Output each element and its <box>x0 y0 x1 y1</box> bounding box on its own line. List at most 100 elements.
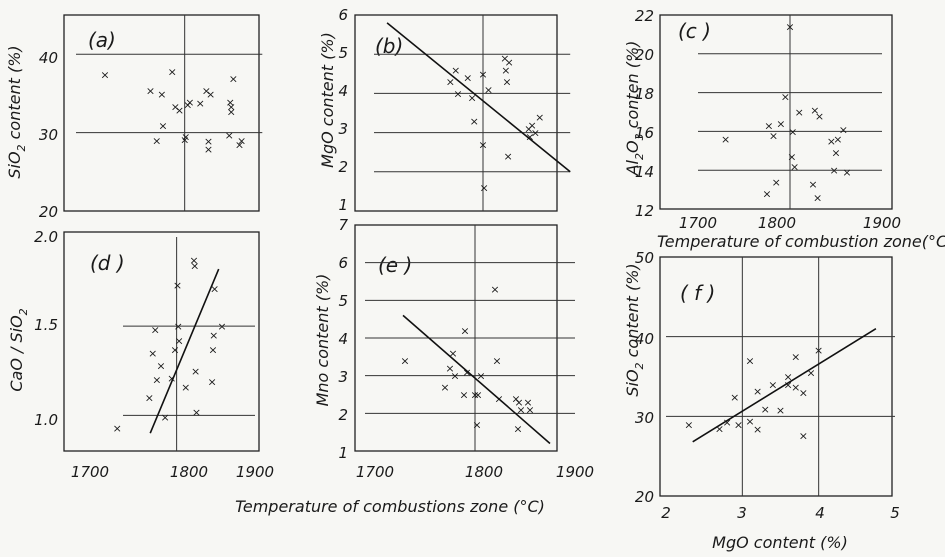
data-point: × <box>462 366 471 379</box>
data-point: × <box>217 320 226 333</box>
data-point: × <box>175 104 184 117</box>
data-point: × <box>722 416 731 429</box>
panel-e-ytick: 1 <box>338 444 348 462</box>
data-point: × <box>781 90 790 103</box>
data-point: × <box>206 88 215 101</box>
panel-d-ytick: 1.0 <box>34 411 58 429</box>
panel-a-ylabel: SiO2 content (%) <box>5 45 28 178</box>
data-point: × <box>478 138 487 151</box>
data-point: × <box>762 187 771 200</box>
data-point: × <box>764 120 773 133</box>
data-point: × <box>209 329 218 342</box>
data-point: × <box>513 422 522 435</box>
data-point: × <box>503 150 512 163</box>
panel-c-ylabel: Al2O3 conten (%) <box>623 41 646 177</box>
data-point: × <box>446 76 455 89</box>
data-point: × <box>453 87 462 100</box>
data-point: × <box>525 404 534 417</box>
data-point: × <box>226 96 235 109</box>
data-point: × <box>227 101 236 114</box>
panel-c-xtick: 1900 <box>863 214 901 232</box>
panel-d-xtick: 1900 <box>236 463 274 481</box>
panel-f-xtick: 5 <box>890 504 900 522</box>
data-point: × <box>167 372 176 385</box>
data-point: × <box>484 83 493 96</box>
data-point: × <box>146 84 155 97</box>
data-point: × <box>479 181 488 194</box>
data-point: × <box>827 135 836 148</box>
data-point: × <box>448 347 457 360</box>
data-point: × <box>784 378 793 391</box>
data-point: × <box>152 134 161 147</box>
panel-c-label: (c ) <box>678 19 711 43</box>
data-point: × <box>235 138 244 151</box>
data-point: × <box>511 392 520 405</box>
data-point: × <box>791 381 800 394</box>
data-point: × <box>795 106 804 119</box>
data-point: × <box>842 166 851 179</box>
data-point: × <box>523 396 532 409</box>
data-point: × <box>833 133 842 146</box>
data-point: × <box>788 125 797 138</box>
data-point: × <box>830 164 839 177</box>
data-point: × <box>790 160 799 173</box>
panel-f-xtick: 4 <box>815 504 825 522</box>
panel-a-ytick: 30 <box>39 126 58 144</box>
panel-e-ylabel: Mno content (%) <box>313 274 332 407</box>
panel-c-ytick: 20 <box>635 46 654 64</box>
panel-e-ytick: 7 <box>338 216 348 234</box>
data-point: × <box>157 88 166 101</box>
panel-c-ytick: 18 <box>635 85 654 103</box>
data-point: × <box>210 283 219 296</box>
panel-f-marks: × ××××××××××××××××××× <box>666 257 895 496</box>
data-point: × <box>185 96 194 109</box>
panel-d-ytick: 1.5 <box>34 316 58 334</box>
panel-b-ytick: 6 <box>338 6 348 24</box>
data-point: × <box>445 362 454 375</box>
panel-e-marks: ××××××××××××××× ×××××× <box>365 225 575 451</box>
data-point: × <box>808 178 817 191</box>
data-point: × <box>472 419 481 432</box>
data-point: × <box>174 334 183 347</box>
data-point: × <box>204 135 213 148</box>
data-point: × <box>173 279 182 292</box>
panel-e-ytick: 3 <box>338 368 348 386</box>
data-point: × <box>516 404 525 417</box>
panel-e: (e ) 7 6 5 4 3 2 1 1700 1800 1900 Mno co… <box>313 216 594 481</box>
panel-f-trend-line <box>692 328 877 443</box>
data-point: × <box>145 392 154 405</box>
data-point: × <box>237 134 246 147</box>
data-point: × <box>171 101 180 114</box>
data-point: × <box>715 422 724 435</box>
data-point: × <box>183 98 192 111</box>
panel-b: (b) 6 5 4 3 2 1 MgO content (%) <box>318 6 558 214</box>
panel-e-xtick: 1900 <box>556 463 594 481</box>
data-point: × <box>839 123 848 136</box>
data-point: × <box>721 133 730 146</box>
panel-c-xlabel: Temperature of combustion zone(°C) <box>657 232 945 251</box>
panel-e-trend-line <box>402 314 551 445</box>
data-point: × <box>535 111 544 124</box>
data-point: × <box>787 151 796 164</box>
data-point: × <box>440 381 449 394</box>
data-point: × <box>450 370 459 383</box>
data-point: × <box>156 359 165 372</box>
panel-b-ytick: 2 <box>338 158 348 176</box>
data-point: × <box>451 64 460 77</box>
data-point: × <box>227 105 236 118</box>
panel-e-xtick: 1700 <box>356 463 394 481</box>
panel-d-frame <box>63 231 260 452</box>
panel-b-marks: ×××××××××××××××××××× <box>374 15 571 211</box>
panel-e-ytick: 4 <box>338 330 348 348</box>
panel-b-ylabel: MgO content (%) <box>318 32 337 168</box>
panel-a-ytick: 40 <box>39 49 58 67</box>
chart-marks: ×××××××××××× ××××××××××××××××××××××××××××… <box>76 15 895 496</box>
data-point: × <box>189 254 198 267</box>
panel-c-frame <box>659 14 893 210</box>
data-point: × <box>160 411 169 424</box>
panel-e-ytick: 6 <box>338 254 348 272</box>
panel-d-label: (d ) <box>90 251 125 275</box>
panel-d-marks: ×××××××××××××××××××××× <box>113 237 255 451</box>
data-point: × <box>229 73 238 86</box>
panel-b-frame <box>354 14 558 212</box>
